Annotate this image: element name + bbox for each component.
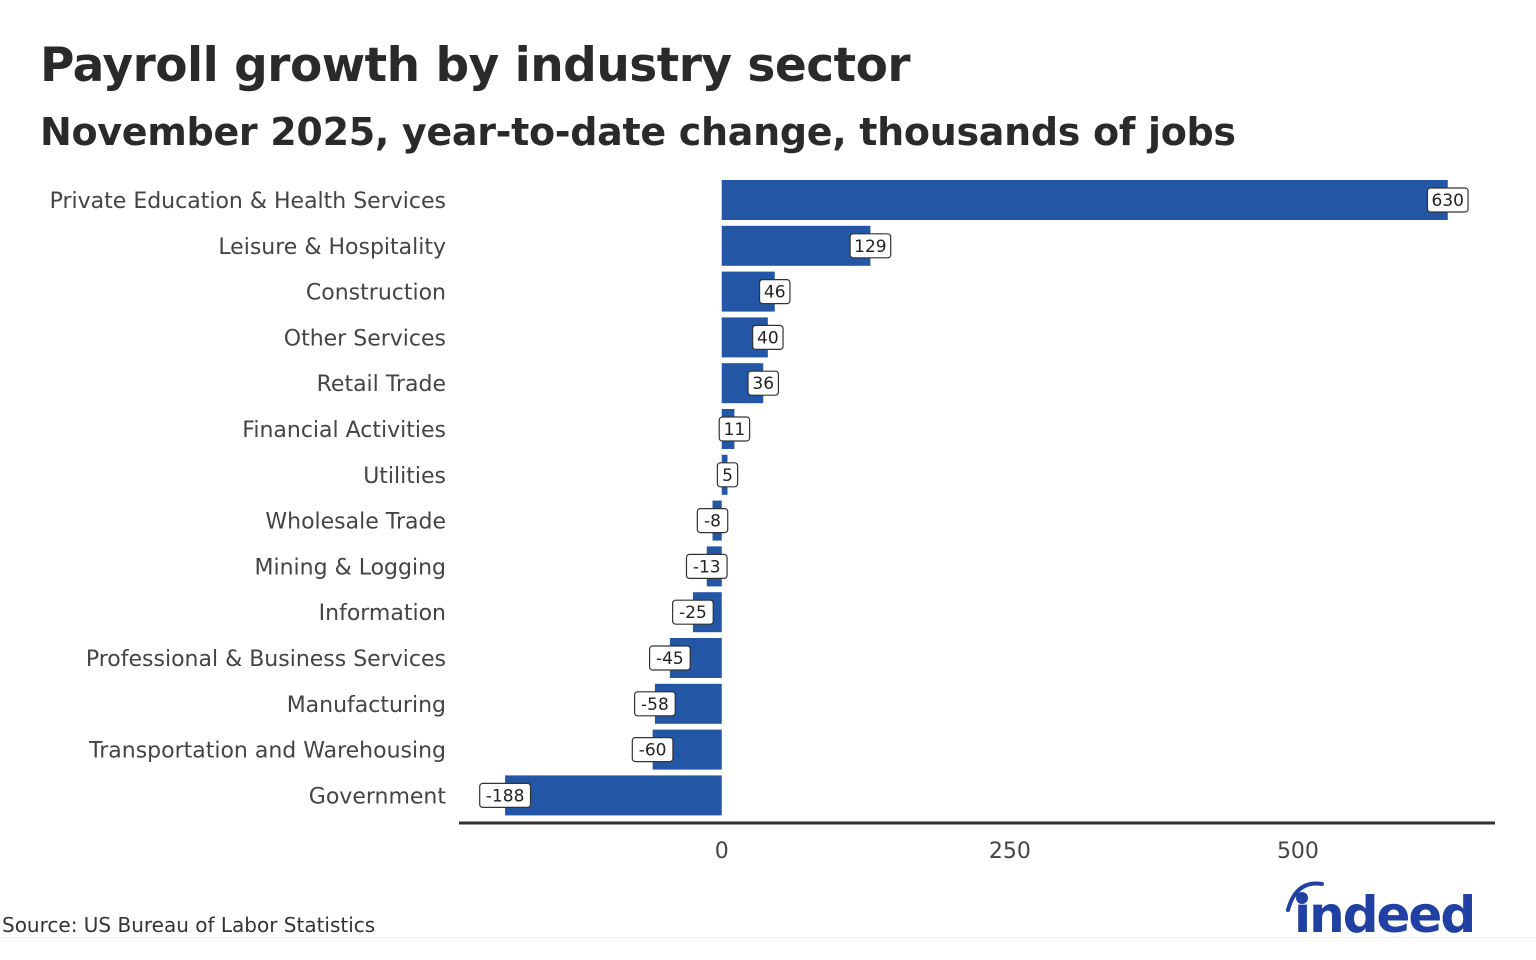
footer-divider: [0, 937, 1536, 938]
data-label-text: -58: [641, 695, 669, 715]
data-label-text: -60: [639, 741, 667, 761]
data-label-box: [696, 508, 729, 534]
data-label-box: [716, 462, 739, 488]
data-label: 46: [758, 279, 791, 305]
data-label-text: 11: [724, 420, 746, 440]
data-label: -58: [634, 691, 676, 717]
category-label: Manufacturing: [287, 693, 446, 718]
category-label: Retail Trade: [317, 372, 446, 397]
data-label-text: 36: [752, 374, 774, 394]
category-label: Private Education & Health Services: [50, 189, 446, 214]
chart-title: Payroll growth by industry sector: [40, 38, 911, 93]
bar: [721, 180, 1448, 220]
category-label: Utilities: [363, 464, 446, 489]
data-label: -45: [648, 645, 691, 671]
category-label: Information: [319, 601, 446, 626]
data-label-text: 5: [722, 466, 733, 486]
data-label: -8: [696, 508, 729, 534]
data-label: 40: [752, 324, 784, 350]
data-label: -25: [672, 599, 714, 625]
data-label-box: [758, 279, 791, 305]
data-label-box: [849, 233, 892, 259]
data-label: 129: [849, 233, 892, 259]
logo-dot-icon: [1296, 892, 1308, 904]
category-label: Government: [309, 784, 447, 809]
data-label-text: -25: [679, 603, 707, 623]
data-label: 11: [718, 416, 751, 442]
category-label: Other Services: [284, 326, 446, 351]
x-tick-label: 500: [1277, 839, 1319, 864]
x-tick-label: 250: [989, 839, 1031, 864]
data-label: 5: [716, 462, 739, 488]
category-label: Financial Activities: [242, 418, 446, 443]
data-label-box: [479, 782, 532, 809]
data-label-box: [634, 691, 676, 717]
data-label-box: [672, 599, 714, 625]
data-label-box: [648, 645, 691, 671]
category-label: Mining & Logging: [255, 555, 446, 580]
data-label-box: [752, 324, 784, 350]
data-label: -60: [631, 736, 674, 763]
data-label-text: -188: [486, 786, 525, 806]
logo-wordmark: indeed: [1294, 886, 1474, 938]
data-label-box: [631, 736, 674, 763]
data-label: 36: [747, 370, 780, 396]
chart-subtitle: November 2025, year-to-date change, thou…: [40, 110, 1236, 154]
category-labels: Private Education & Health Services Leisu…: [50, 189, 447, 809]
data-label-text: 46: [764, 283, 786, 303]
data-label: 630: [1426, 187, 1469, 213]
x-tick-label: 0: [715, 839, 729, 864]
bars-layer: [505, 180, 1448, 816]
data-label-box: [747, 370, 780, 396]
data-label-text: -13: [693, 557, 721, 577]
data-label: -13: [685, 553, 728, 580]
indeed-logo: indeed: [1286, 881, 1476, 938]
category-label: Professional & Business Services: [86, 647, 446, 672]
data-label-text: -8: [704, 512, 721, 532]
data-label-box: [685, 553, 728, 580]
data-label-box: [1426, 187, 1469, 213]
logo-arc-icon: [1286, 881, 1324, 912]
category-label: Transportation and Warehousing: [88, 739, 446, 764]
data-label-box: [718, 416, 751, 442]
data-label-text: 129: [854, 237, 886, 257]
category-label: Wholesale Trade: [265, 510, 446, 535]
data-label-text: -45: [656, 649, 684, 669]
value-labels: 630 129 46 40 36 11 5 -8 -13 -25 -45 -58 -60 -188: [479, 187, 1469, 809]
x-axis-ticks: 0 250 500: [715, 839, 1319, 864]
data-label-text: 40: [757, 328, 779, 348]
category-label: Leisure & Hospitality: [218, 235, 446, 260]
bar: [505, 775, 722, 816]
category-label: Construction: [306, 281, 446, 306]
source-note: Source: US Bureau of Labor Statistics: [2, 913, 376, 937]
data-label: -188: [479, 782, 532, 809]
bar: [721, 225, 871, 266]
data-label-text: 630: [1432, 191, 1464, 211]
